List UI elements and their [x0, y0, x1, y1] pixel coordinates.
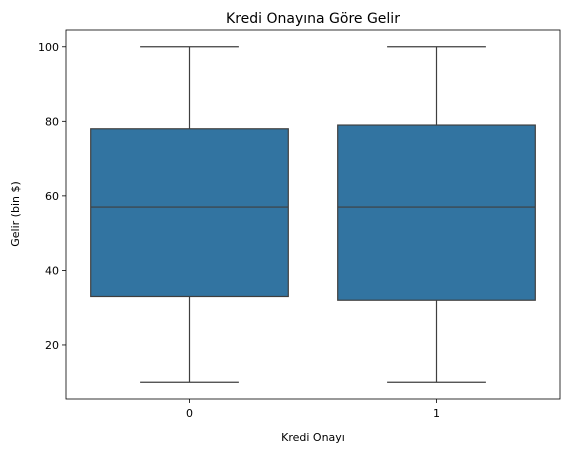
y-tick-label: 100 — [38, 41, 59, 54]
chart-title: Kredi Onayına Göre Gelir — [226, 11, 400, 27]
y-tick-label: 40 — [45, 264, 59, 277]
y-tick-label: 80 — [45, 115, 59, 128]
box-1 — [337, 124, 536, 301]
plot-frame — [65, 29, 561, 400]
x-tick-label: 1 — [433, 407, 440, 420]
plot-area: 20 40 60 80 100 0 1 — [38, 41, 536, 420]
y-axis-label: Gelir (bin $) — [9, 181, 22, 247]
x-tick-label: 0 — [186, 407, 193, 420]
box-0 — [90, 128, 289, 298]
x-axis-label: Kredi Onayı — [281, 431, 345, 444]
y-tick-label: 20 — [45, 339, 59, 352]
y-tick-label: 60 — [45, 190, 59, 203]
